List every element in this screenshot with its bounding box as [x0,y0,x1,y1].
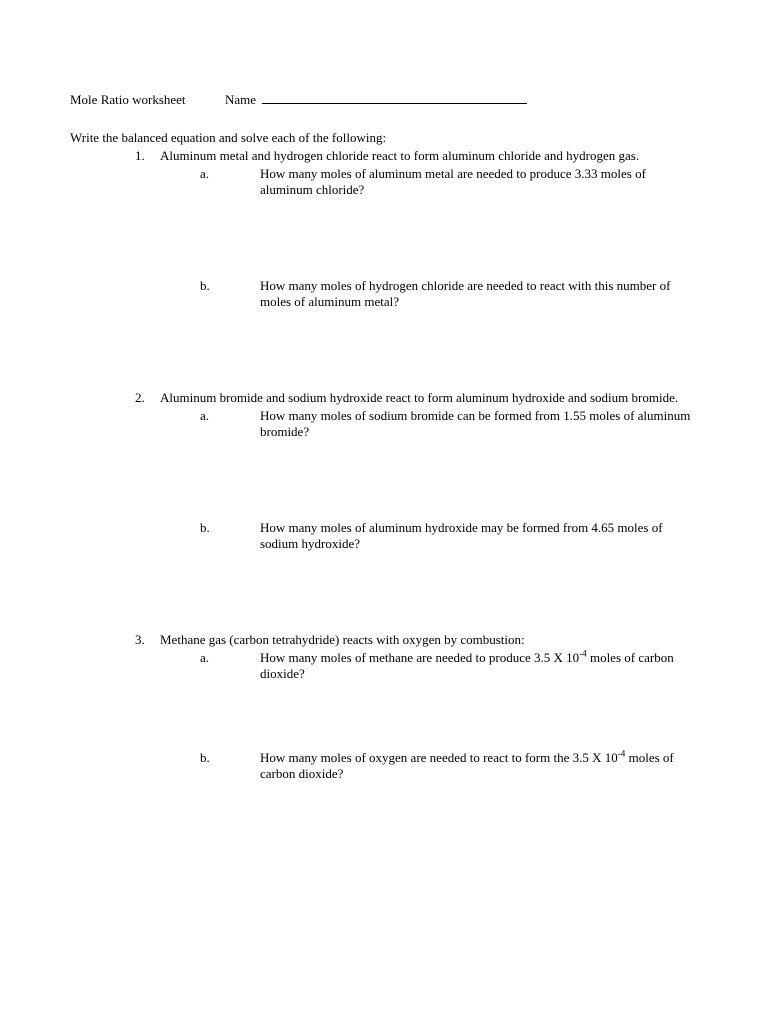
worksheet-page: Mole Ratio worksheet Name Write the bala… [0,0,768,822]
work-space [160,682,698,750]
question-text: Methane gas (carbon tetrahydride) reacts… [160,632,698,648]
question-body: Aluminum bromide and sodium hydroxide re… [160,390,698,632]
sub-letter: b. [200,520,260,552]
subquestion-2a: a. How many moles of sodium bromide can … [200,408,698,440]
question-1: 1. Aluminum metal and hydrogen chloride … [135,148,698,390]
subquestion-1b: b. How many moles of hydrogen chloride a… [200,278,698,310]
name-blank-line [262,90,527,104]
worksheet-title: Mole Ratio worksheet [70,92,225,108]
work-space [160,552,698,632]
sub-letter: b. [200,278,260,310]
subquestion-3b: b. How many moles of oxygen are needed t… [200,750,698,782]
sub-letter: a. [200,650,260,682]
question-number: 1. [135,148,160,390]
header-row: Mole Ratio worksheet Name [70,90,698,108]
sub-text: How many moles of hydrogen chloride are … [260,278,698,310]
subquestion-3a: a. How many moles of methane are needed … [200,650,698,682]
sub-text: How many moles of aluminum hydroxide may… [260,520,698,552]
sub-text: How many moles of oxygen are needed to r… [260,750,698,782]
subquestion-2b: b. How many moles of aluminum hydroxide … [200,520,698,552]
question-2: 2. Aluminum bromide and sodium hydroxide… [135,390,698,632]
sub-text: How many moles of methane are needed to … [260,650,698,682]
question-body: Aluminum metal and hydrogen chloride rea… [160,148,698,390]
sub-text: How many moles of aluminum metal are nee… [260,166,698,198]
name-label: Name [225,92,256,108]
subquestion-1a: a. How many moles of aluminum metal are … [200,166,698,198]
question-number: 3. [135,632,160,782]
question-3: 3. Methane gas (carbon tetrahydride) rea… [135,632,698,782]
sub-letter: a. [200,166,260,198]
sub-text: How many moles of sodium bromide can be … [260,408,698,440]
sub-letter: a. [200,408,260,440]
sub-letter: b. [200,750,260,782]
instructions-text: Write the balanced equation and solve ea… [70,130,698,146]
question-text: Aluminum metal and hydrogen chloride rea… [160,148,698,164]
work-space [160,440,698,520]
work-space [160,310,698,390]
question-text: Aluminum bromide and sodium hydroxide re… [160,390,698,406]
question-number: 2. [135,390,160,632]
work-space [160,198,698,278]
question-body: Methane gas (carbon tetrahydride) reacts… [160,632,698,782]
